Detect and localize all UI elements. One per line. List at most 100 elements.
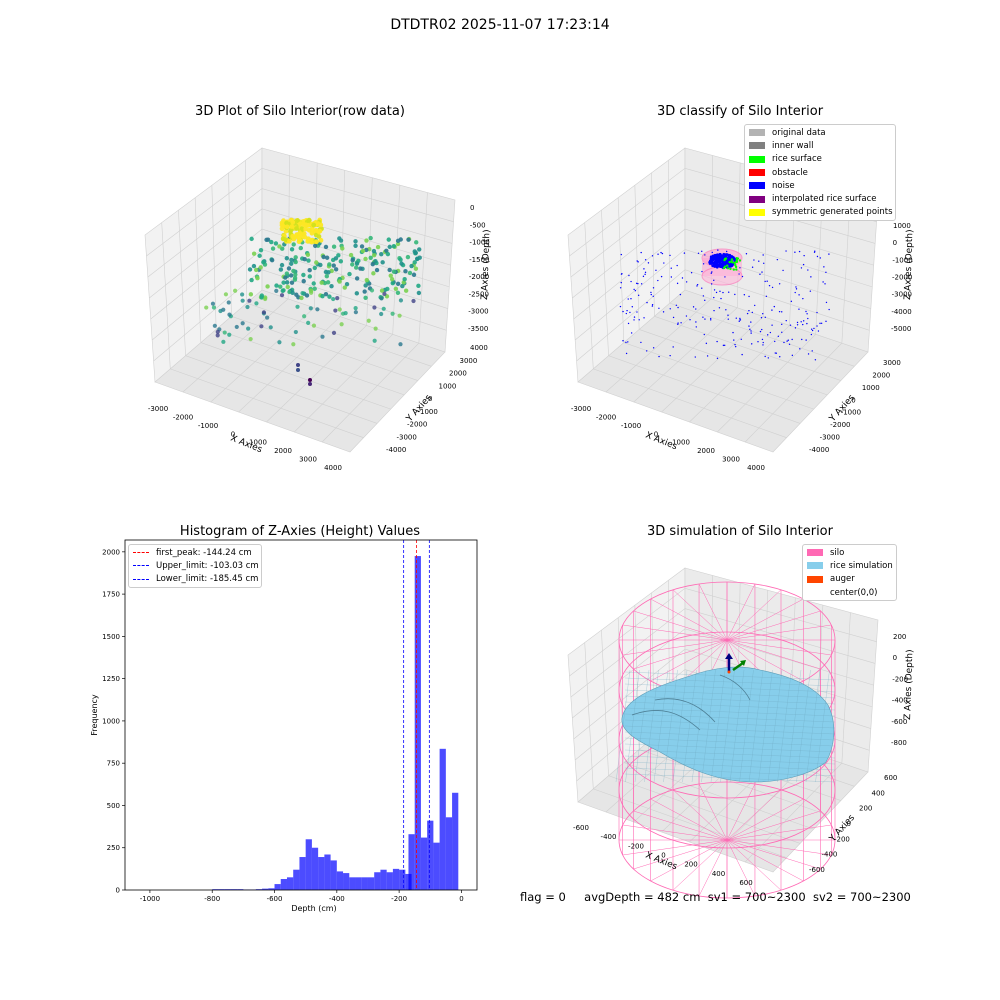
data-point [222,330,227,335]
data-point [309,226,315,232]
noise-point [811,329,814,332]
noise-point [712,255,716,259]
data-point [371,271,376,276]
histogram-bar [420,837,428,890]
y-tick-label: -3000 [820,434,840,442]
noise-point [712,255,716,258]
noise-point [817,330,820,332]
noise-point [723,258,727,262]
noise-point [739,267,741,269]
data-point [339,322,344,327]
z-tick-label: 0 [893,239,897,247]
legend-item: symmetric generated points [745,206,895,219]
z-tick-label: -3000 [892,291,912,299]
noise-point [660,251,662,254]
data-point [403,268,408,274]
data-point [411,262,416,268]
data-point [304,219,310,225]
grid-line [572,208,874,299]
noise-point [625,352,628,355]
noise-point [715,255,719,259]
noise-point [730,257,734,261]
noise-point [631,306,633,308]
grid-line [689,745,790,843]
data-point [287,289,292,295]
data-point [315,243,321,248]
data-point [306,217,312,223]
noise-point [629,311,631,314]
histogram-bar [218,889,225,890]
noise-point [764,280,766,283]
data-point [315,307,320,312]
data-point [364,277,370,283]
data-point [387,244,392,250]
noise-point [741,353,743,356]
data-point [309,230,315,236]
histogram-bar [380,869,387,890]
data-point [366,318,371,323]
noise-point [773,305,776,308]
data-point [296,232,301,237]
legend-label: interpolated rice surface [772,194,877,205]
noise-point [715,257,719,261]
noise-point [758,260,760,262]
data-point [314,260,319,265]
data-point [279,226,285,232]
noise-point [819,322,821,325]
silo-spoke [622,639,728,656]
noise-point [828,308,830,311]
grid-line [661,316,764,413]
noise-point [825,271,827,274]
x-tick-label: -2000 [596,413,616,421]
data-point [317,241,322,246]
data-point [384,294,390,299]
data-point [274,283,279,288]
noise-point [791,354,794,357]
noise-point [717,257,721,261]
data-point [289,257,294,263]
noise-point [625,312,628,315]
noise-point [819,257,821,259]
data-point [386,237,391,242]
noise-point [759,330,762,333]
data-point [288,273,294,278]
histogram-bar [355,877,362,890]
data-point [318,237,324,243]
noise-point [620,273,623,275]
data-point [218,308,223,314]
rice-mesh-line [624,701,836,711]
noise-point [627,298,629,300]
noise-point [782,269,784,272]
data-point [311,221,317,226]
histogram-bar [427,820,434,890]
noise-point [727,260,731,264]
y-tick-label: 4000 [470,344,488,352]
grid-line [763,590,769,737]
grid-line [601,630,609,776]
data-point [240,292,245,297]
noise-point [781,311,783,313]
grid-line [617,197,625,343]
legend-swatch [749,142,765,150]
data-point [277,340,282,345]
grid-line [593,788,787,858]
y-tick-label: 0 [116,887,120,895]
data-point [317,217,323,223]
data-point [306,236,311,242]
data-point [314,240,319,245]
noise-point [633,316,636,318]
grid-line [210,307,315,403]
noise-point [725,265,729,269]
grid-line [605,718,712,813]
noise-point [738,320,740,322]
data-point [324,255,330,260]
data-point [258,294,264,300]
silo-ring [618,781,836,899]
noise-point [722,259,726,263]
data-point [308,288,314,294]
z-tick-label: -2000 [469,273,489,281]
noise-point [725,309,727,311]
data-point [365,279,370,284]
noise-point [695,308,697,310]
data-point [411,298,416,304]
